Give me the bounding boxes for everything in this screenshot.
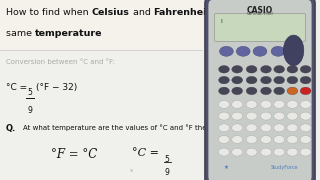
Ellipse shape [274, 100, 285, 108]
Text: 9: 9 [28, 106, 32, 115]
Ellipse shape [287, 136, 298, 143]
Text: °C =: °C = [6, 83, 30, 92]
Ellipse shape [300, 112, 311, 120]
Ellipse shape [287, 148, 298, 156]
Text: ★: ★ [224, 165, 229, 170]
Text: 5: 5 [164, 155, 170, 164]
Text: and: and [130, 8, 154, 17]
Text: How to find when: How to find when [6, 8, 92, 17]
Ellipse shape [246, 148, 257, 156]
Ellipse shape [300, 66, 311, 73]
Ellipse shape [232, 87, 243, 95]
Text: 9: 9 [164, 168, 170, 177]
Text: I: I [220, 19, 222, 24]
Ellipse shape [236, 46, 250, 56]
Ellipse shape [287, 66, 298, 73]
Ellipse shape [246, 124, 257, 132]
Ellipse shape [220, 46, 233, 56]
Ellipse shape [274, 112, 285, 120]
Ellipse shape [246, 100, 257, 108]
Ellipse shape [246, 76, 257, 84]
Ellipse shape [232, 148, 243, 156]
Ellipse shape [287, 100, 298, 108]
Ellipse shape [300, 136, 311, 143]
Text: Conversion between °C and °F:: Conversion between °C and °F: [6, 59, 115, 65]
Ellipse shape [260, 87, 271, 95]
Text: Fahrenheit: Fahrenheit [154, 8, 212, 17]
Bar [0, 0, 203, 50]
Text: °C =: °C = [132, 148, 159, 159]
Text: At what temperature are the values of °C and °F the same?: At what temperature are the values of °C… [23, 124, 232, 131]
Ellipse shape [246, 66, 257, 73]
Ellipse shape [246, 112, 257, 120]
Ellipse shape [287, 112, 298, 120]
Ellipse shape [274, 66, 284, 73]
Ellipse shape [232, 112, 243, 120]
Ellipse shape [246, 87, 257, 95]
Ellipse shape [260, 76, 271, 84]
Ellipse shape [219, 76, 229, 84]
FancyBboxPatch shape [208, 0, 312, 180]
Ellipse shape [219, 87, 229, 95]
Ellipse shape [274, 87, 284, 95]
Ellipse shape [274, 136, 285, 143]
Ellipse shape [300, 87, 311, 95]
Text: are the: are the [212, 8, 249, 17]
Text: StudyForce: StudyForce [271, 165, 298, 170]
Ellipse shape [246, 136, 257, 143]
Ellipse shape [300, 76, 311, 84]
Ellipse shape [274, 76, 284, 84]
Ellipse shape [232, 66, 243, 73]
Ellipse shape [260, 148, 271, 156]
Text: 5: 5 [28, 88, 32, 97]
Ellipse shape [274, 148, 285, 156]
Text: NATURAL-VPAM: NATURAL-VPAM [247, 12, 273, 16]
Ellipse shape [300, 100, 311, 108]
Ellipse shape [232, 136, 243, 143]
Ellipse shape [232, 124, 243, 132]
Ellipse shape [219, 112, 229, 120]
Ellipse shape [260, 136, 271, 143]
Ellipse shape [287, 87, 298, 95]
Ellipse shape [300, 124, 311, 132]
Ellipse shape [287, 76, 298, 84]
Text: °F = °C: °F = °C [51, 148, 97, 161]
Text: (°F − 32): (°F − 32) [36, 83, 77, 92]
Text: same: same [6, 29, 35, 38]
Ellipse shape [287, 124, 298, 132]
Text: Q.: Q. [6, 124, 16, 133]
Ellipse shape [260, 124, 271, 132]
Ellipse shape [219, 148, 229, 156]
Ellipse shape [232, 76, 243, 84]
Ellipse shape [260, 66, 271, 73]
Ellipse shape [219, 66, 229, 73]
Ellipse shape [260, 112, 271, 120]
Ellipse shape [219, 124, 229, 132]
Ellipse shape [232, 100, 243, 108]
Text: Celsius: Celsius [92, 8, 130, 17]
Text: temperature: temperature [35, 29, 103, 38]
FancyBboxPatch shape [205, 0, 315, 180]
Ellipse shape [260, 100, 271, 108]
Ellipse shape [219, 136, 229, 143]
Text: CASIO: CASIO [247, 6, 273, 15]
Ellipse shape [271, 46, 285, 56]
Text: s: s [130, 168, 133, 173]
Ellipse shape [274, 124, 285, 132]
Ellipse shape [219, 100, 229, 108]
Circle shape [284, 35, 304, 66]
Ellipse shape [253, 46, 267, 56]
Ellipse shape [300, 148, 311, 156]
FancyBboxPatch shape [214, 14, 306, 41]
